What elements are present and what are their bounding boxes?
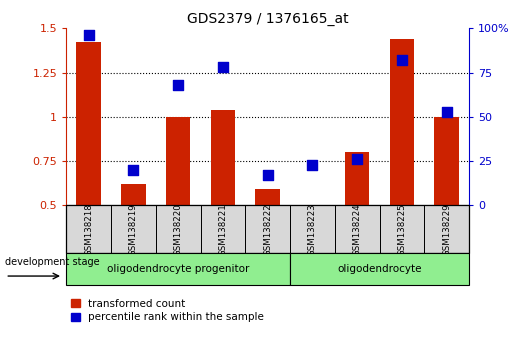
Bar <box>156 205 200 253</box>
Bar <box>290 253 469 285</box>
Point <box>84 33 93 38</box>
Bar <box>111 205 156 253</box>
Point <box>263 172 272 178</box>
Point <box>308 162 316 167</box>
Point <box>219 64 227 70</box>
Bar <box>425 205 469 253</box>
Bar <box>66 205 111 253</box>
Bar <box>335 205 379 253</box>
Bar <box>345 152 369 205</box>
Text: GSM138218: GSM138218 <box>84 203 93 256</box>
Bar <box>255 189 280 205</box>
Bar <box>166 117 190 205</box>
Point <box>443 109 451 114</box>
Text: oligodendrocyte: oligodendrocyte <box>337 264 422 274</box>
Bar <box>210 110 235 205</box>
Text: GSM138223: GSM138223 <box>308 203 317 256</box>
Title: GDS2379 / 1376165_at: GDS2379 / 1376165_at <box>187 12 348 26</box>
Bar <box>435 117 459 205</box>
Point <box>174 82 182 88</box>
Text: oligodendrocyte progenitor: oligodendrocyte progenitor <box>107 264 249 274</box>
Bar <box>245 205 290 253</box>
Bar <box>121 184 146 205</box>
Bar <box>66 253 290 285</box>
Point <box>129 167 138 173</box>
Text: GSM138222: GSM138222 <box>263 203 272 256</box>
Bar <box>76 42 101 205</box>
Bar <box>390 39 414 205</box>
Bar <box>200 205 245 253</box>
Legend: transformed count, percentile rank within the sample: transformed count, percentile rank withi… <box>72 299 264 322</box>
Text: GSM138219: GSM138219 <box>129 203 138 256</box>
Bar <box>290 205 335 253</box>
Text: GSM138220: GSM138220 <box>174 203 183 256</box>
Text: GSM138225: GSM138225 <box>398 203 407 256</box>
Text: GSM138224: GSM138224 <box>352 203 361 256</box>
Point <box>353 156 361 162</box>
Bar <box>379 205 425 253</box>
Point <box>398 57 406 63</box>
Text: development stage: development stage <box>5 257 100 267</box>
Text: GSM138221: GSM138221 <box>218 203 227 256</box>
Text: GSM138229: GSM138229 <box>442 203 451 256</box>
